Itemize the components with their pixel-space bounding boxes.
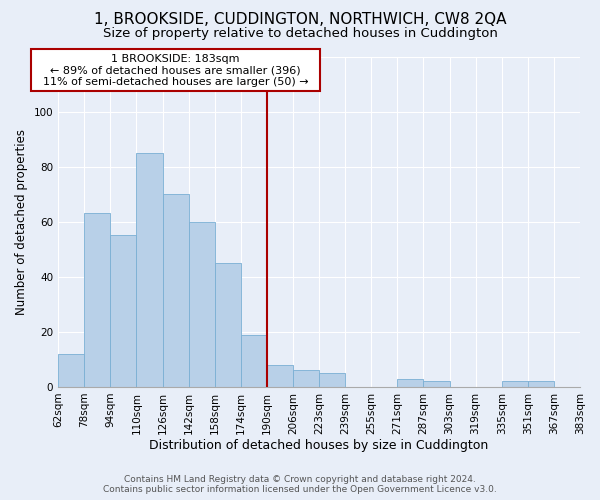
Bar xyxy=(215,263,241,387)
Bar xyxy=(58,354,84,387)
Bar xyxy=(110,236,136,387)
Bar xyxy=(502,382,528,387)
Text: Size of property relative to detached houses in Cuddington: Size of property relative to detached ho… xyxy=(103,28,497,40)
Bar xyxy=(241,334,267,387)
Text: 1 BROOKSIDE: 183sqm  
  ← 89% of detached houses are smaller (396)  
  11% of se: 1 BROOKSIDE: 183sqm ← 89% of detached ho… xyxy=(36,54,316,87)
Bar xyxy=(424,382,449,387)
Bar xyxy=(188,222,215,387)
Bar xyxy=(528,382,554,387)
X-axis label: Distribution of detached houses by size in Cuddington: Distribution of detached houses by size … xyxy=(149,440,489,452)
Y-axis label: Number of detached properties: Number of detached properties xyxy=(15,128,28,314)
Bar xyxy=(293,370,319,387)
Bar xyxy=(319,373,345,387)
Text: 1, BROOKSIDE, CUDDINGTON, NORTHWICH, CW8 2QA: 1, BROOKSIDE, CUDDINGTON, NORTHWICH, CW8… xyxy=(94,12,506,28)
Text: Contains HM Land Registry data © Crown copyright and database right 2024.
Contai: Contains HM Land Registry data © Crown c… xyxy=(103,474,497,494)
Bar xyxy=(397,378,424,387)
Bar xyxy=(136,153,163,387)
Bar xyxy=(267,365,293,387)
Bar xyxy=(84,214,110,387)
Bar xyxy=(163,194,188,387)
